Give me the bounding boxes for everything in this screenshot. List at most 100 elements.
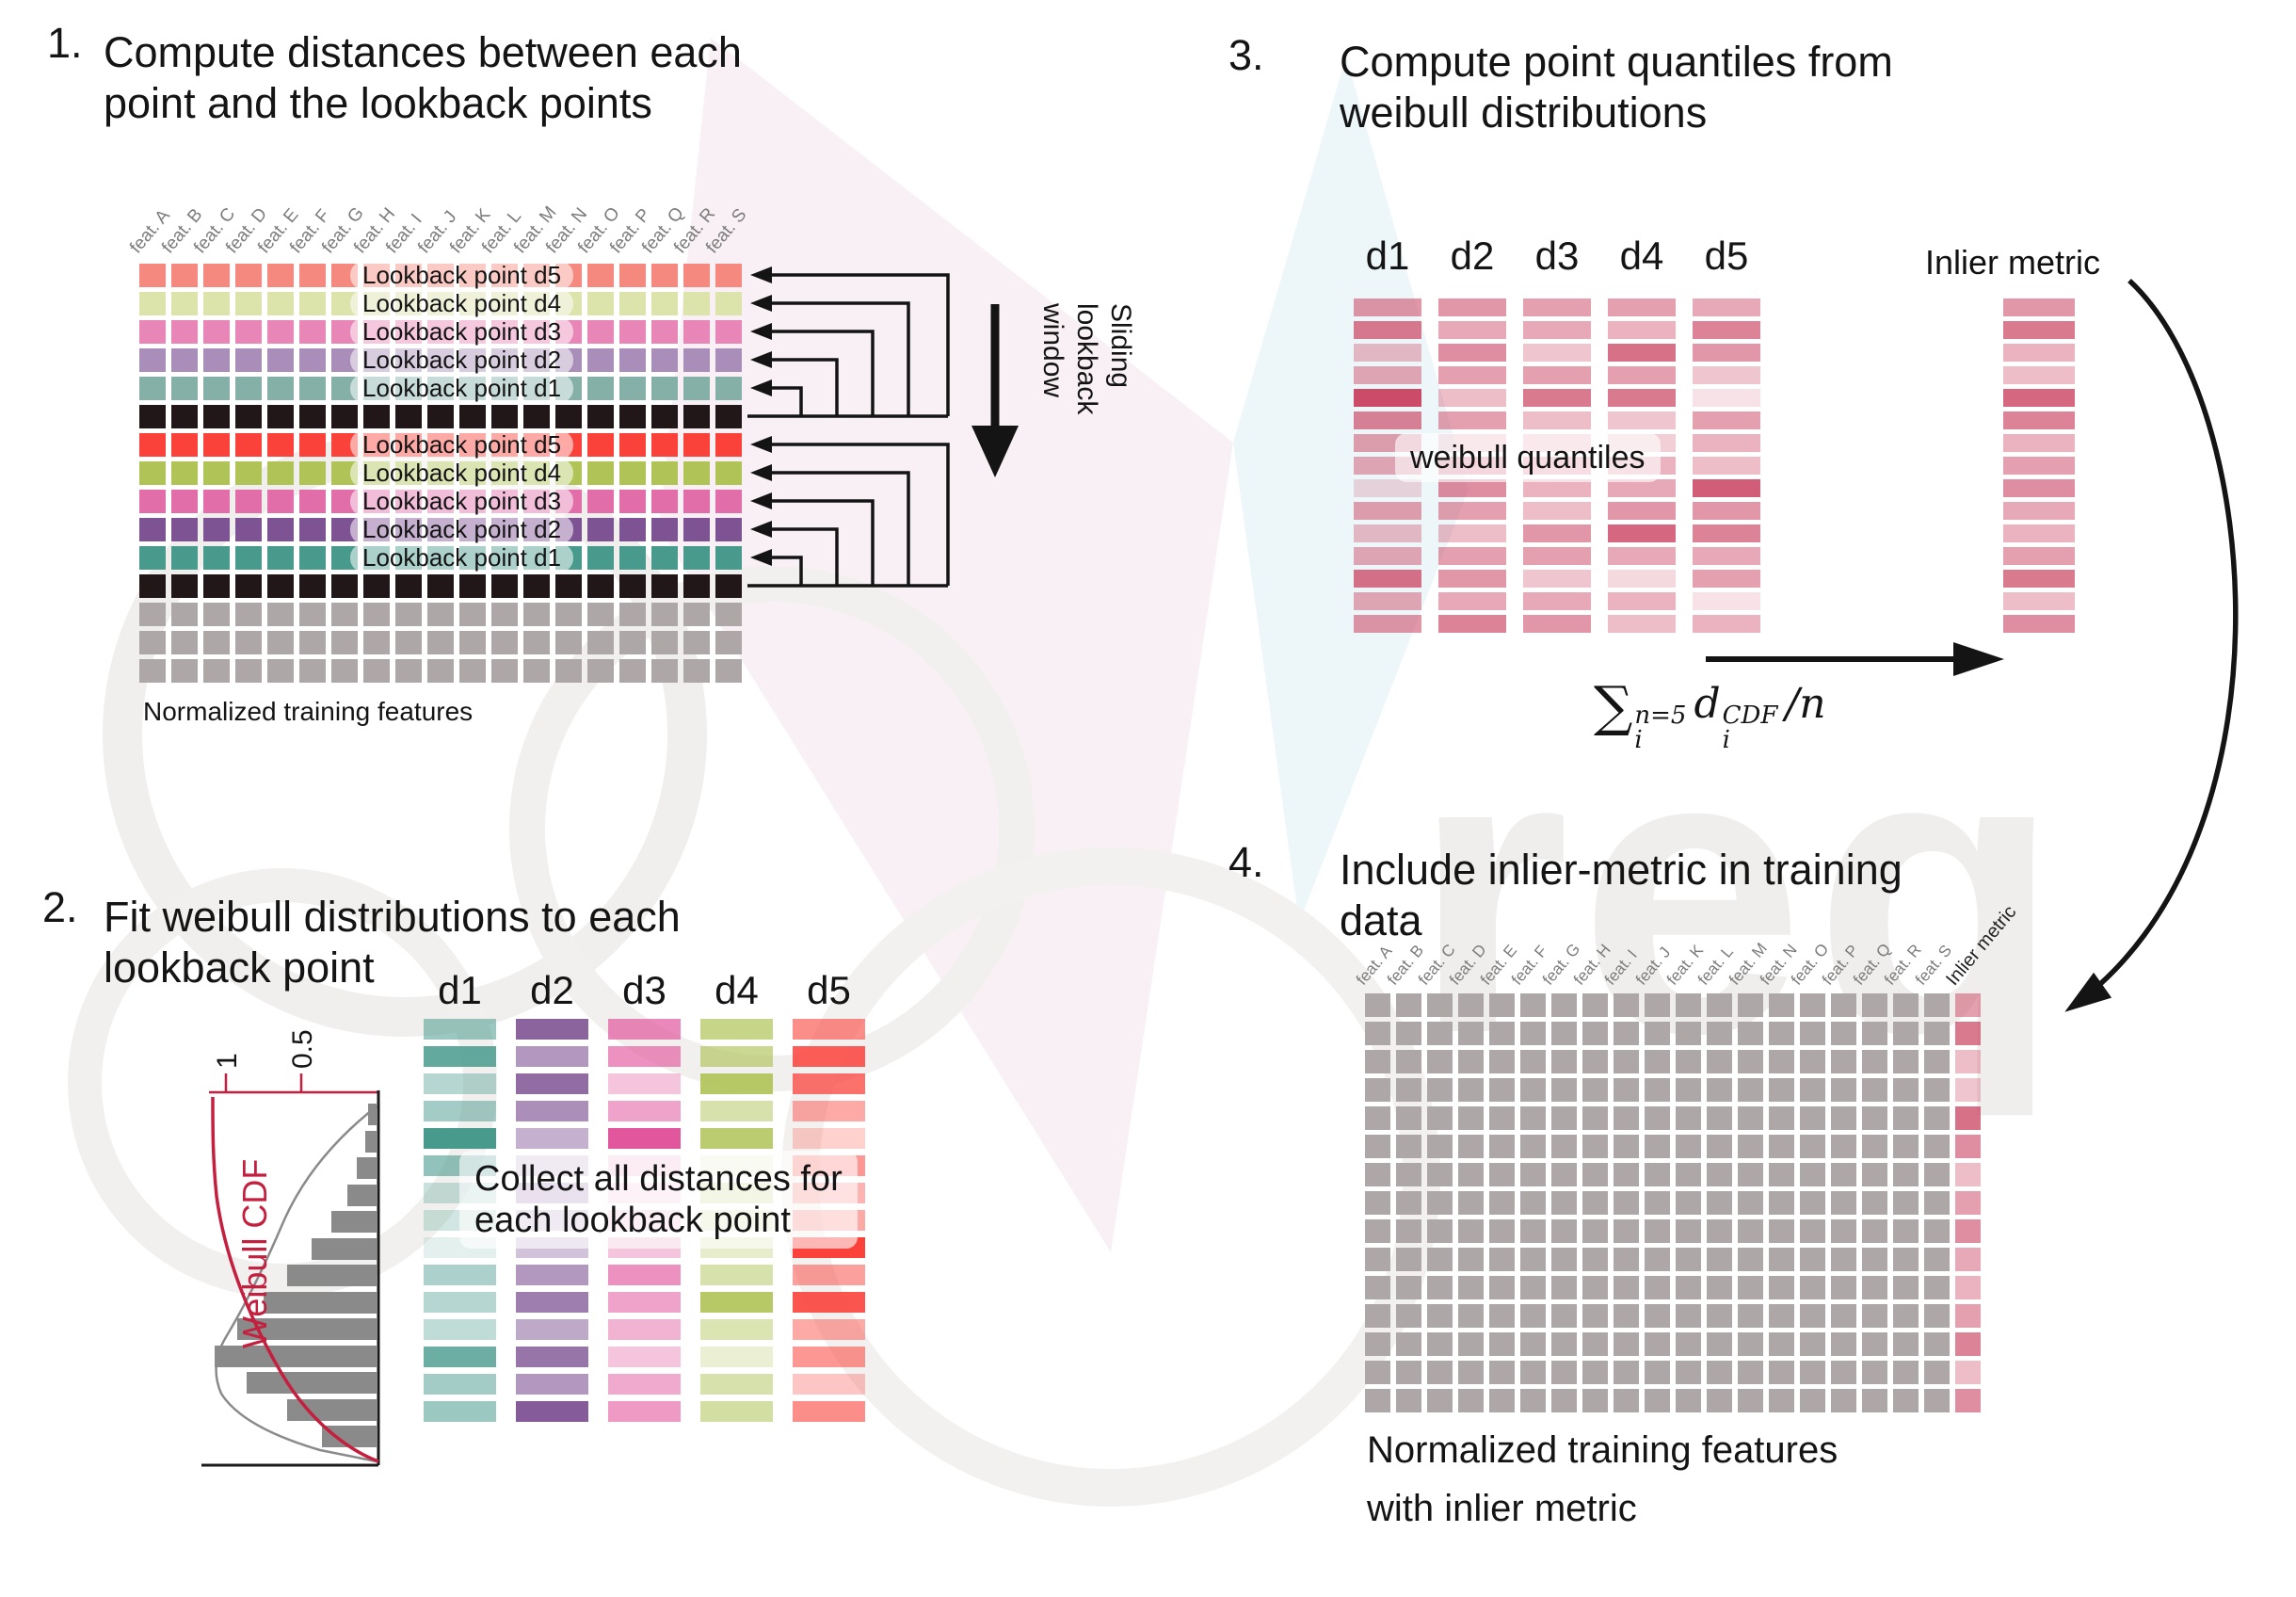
feature-cell (1862, 1022, 1887, 1045)
inlier-metric-cell (1955, 1135, 1981, 1158)
feature-cell (1707, 1389, 1732, 1412)
feature-cell (587, 348, 614, 372)
feature-cell (683, 264, 710, 287)
feature-cell (1614, 1163, 1639, 1186)
feature-cell (1862, 1389, 1887, 1412)
feature-cell (1551, 1219, 1577, 1243)
feature-cell (203, 546, 230, 570)
feature-cell (715, 518, 742, 541)
feature-cell (1800, 1248, 1825, 1271)
feature-cell (235, 320, 262, 344)
inlier-metric-cell (1955, 1106, 1981, 1130)
feature-cell (651, 377, 678, 400)
feature-cell (1458, 1219, 1484, 1243)
feature-cell (683, 659, 710, 683)
quantile-bar (1693, 321, 1760, 339)
feature-cell (299, 348, 326, 372)
distance-bar (608, 1046, 681, 1067)
feature-cell (651, 405, 678, 428)
feature-cell (1582, 1078, 1608, 1102)
feature-cell (587, 377, 614, 400)
feature-cell (651, 659, 678, 683)
feature-cell (683, 405, 710, 428)
feature-cell (619, 490, 646, 513)
quantile-bar (1693, 547, 1760, 565)
feature-cell (395, 631, 422, 654)
distance-bar (424, 1019, 496, 1040)
feature-cell (395, 405, 422, 428)
feature-cell (395, 574, 422, 598)
feature-cell (1707, 1191, 1732, 1215)
feature-cell (267, 433, 294, 457)
inlier-metric-bar (2003, 479, 2075, 497)
feature-cell (619, 264, 646, 287)
feature-cell (171, 433, 198, 457)
quantile-bar (1438, 366, 1506, 384)
distance-bar (608, 1401, 681, 1422)
feature-cell (523, 405, 550, 428)
feature-cell (1800, 1191, 1825, 1215)
feature-cell (1676, 1050, 1701, 1073)
distance-bar (424, 1128, 496, 1149)
lookback-row-label: Lookback point d3 (350, 487, 574, 516)
feature-cell (331, 631, 358, 654)
feature-cell (1458, 1191, 1484, 1215)
feature-cell (1707, 1163, 1732, 1186)
feature-cell (1893, 1106, 1919, 1130)
feature-cell (1769, 1050, 1794, 1073)
feature-cell (1924, 1050, 1950, 1073)
feature-cell (331, 603, 358, 626)
quantile-bar (1354, 479, 1421, 497)
formula-sup: n=5 (1634, 702, 1687, 730)
feature-cell (1551, 1389, 1577, 1412)
feature-cell (363, 574, 390, 598)
feature-cell (267, 546, 294, 570)
feature-cell (1862, 1276, 1887, 1299)
feature-cell (1427, 1163, 1453, 1186)
feature-cell (1924, 1276, 1950, 1299)
quantile-bar (1693, 457, 1760, 475)
feature-cell (1769, 1191, 1794, 1215)
feature-cell (715, 348, 742, 372)
inlier-metric-bar (2003, 502, 2075, 520)
feature-cell (139, 292, 166, 315)
feature-cell (1458, 1304, 1484, 1328)
feature-cell (235, 490, 262, 513)
feature-cell (1831, 993, 1856, 1017)
feature-cell (459, 574, 486, 598)
feature-cell (1707, 1276, 1732, 1299)
quantile-mean-formula: ∑ n=5 i d CDF i/n (1594, 674, 1826, 752)
lookback-row-label: Lookback point d3 (350, 317, 574, 347)
feature-cell (1582, 1163, 1608, 1186)
feature-cell (1831, 1106, 1856, 1130)
feature-cell (363, 659, 390, 683)
feature-cell (523, 574, 550, 598)
feature-cell (1893, 1389, 1919, 1412)
feature-cell (1800, 1361, 1825, 1384)
quantile-bar (1438, 524, 1506, 542)
feature-cell (715, 546, 742, 570)
feature-cell (235, 405, 262, 428)
histogram-bar (347, 1184, 377, 1206)
feature-cell (1831, 1248, 1856, 1271)
feature-cell (171, 574, 198, 598)
feature-cell (267, 292, 294, 315)
inlier-metric-cell (1955, 1389, 1981, 1412)
panel2-overlay-note: Collect all distances for each lookback … (459, 1151, 858, 1249)
distance-bar (793, 1292, 865, 1313)
feature-cell (1831, 1332, 1856, 1356)
feature-cell (1614, 1276, 1639, 1299)
feature-cell (363, 603, 390, 626)
quantile-bar (1523, 570, 1591, 588)
inlier-metric-cell (1955, 1022, 1981, 1045)
feature-cell (619, 518, 646, 541)
feature-cell (587, 405, 614, 428)
distance-bar (700, 1073, 773, 1094)
feature-cell (1582, 1022, 1608, 1045)
feature-cell (1645, 993, 1670, 1017)
feature-cell (363, 631, 390, 654)
feature-cell (1489, 1219, 1515, 1243)
feature-cell (267, 659, 294, 683)
feature-cell (1489, 1248, 1515, 1271)
panel2-number: 2. (42, 883, 78, 931)
